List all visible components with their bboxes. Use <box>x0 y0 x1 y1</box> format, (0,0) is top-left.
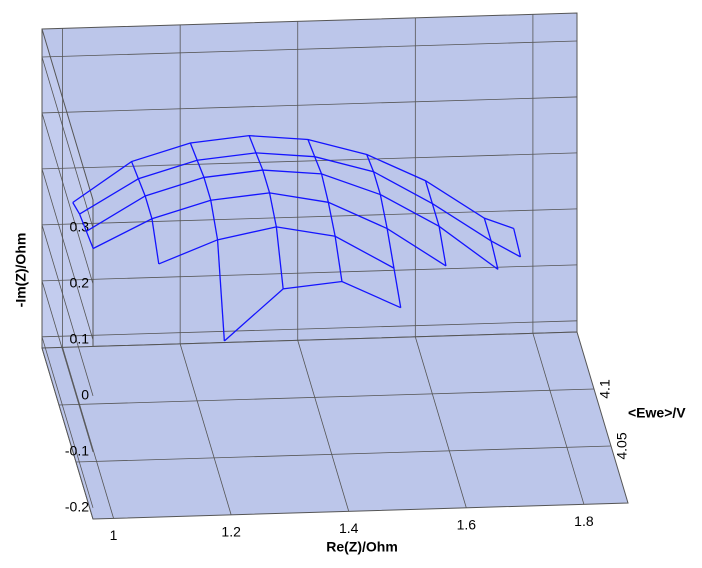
back-wall <box>41 12 578 349</box>
mesh-line <box>223 280 401 342</box>
x-tick-label: 1.8 <box>574 513 594 529</box>
y-tick-label: -0.2 <box>65 499 89 515</box>
mesh-cross-line <box>327 202 336 237</box>
grid-line <box>62 347 114 519</box>
mesh-cross-line <box>513 228 522 258</box>
y-tick-label: 0.1 <box>70 331 90 347</box>
grid-line <box>297 340 350 512</box>
z-axis-title: <Ewe>/V <box>628 405 686 421</box>
mesh-cross-line <box>275 226 284 289</box>
mesh-cross-line <box>320 173 329 203</box>
mesh-cross-line <box>379 194 388 229</box>
grid-line <box>41 336 94 508</box>
mesh-cross-line <box>438 226 447 267</box>
mesh-cross-line <box>196 159 205 178</box>
mesh-cross-line <box>203 177 212 201</box>
grid-line <box>41 152 578 170</box>
z-tick-label: 4.1 <box>597 379 613 399</box>
mesh-cross-line <box>85 231 94 249</box>
mesh-cross-line <box>255 152 264 171</box>
mesh-cross-line <box>262 169 271 194</box>
grid-line <box>58 388 595 406</box>
grid-line <box>179 343 232 515</box>
grid-line <box>41 224 94 396</box>
grid-line <box>532 333 585 505</box>
x-axis-title: Re(Z)/Ohm <box>326 539 398 555</box>
mesh-cross-line <box>431 203 440 227</box>
mesh-cross-line <box>144 195 153 219</box>
mesh-cross-line <box>307 139 316 157</box>
mesh-cross-line <box>366 154 375 172</box>
mesh-cross-line <box>130 161 139 180</box>
mesh-cross-line <box>490 240 499 270</box>
mesh-cross-line <box>72 202 81 215</box>
mesh-cross-line <box>210 200 219 240</box>
mesh-cross-line <box>151 218 160 265</box>
y-tick-label: -0.1 <box>65 443 89 459</box>
mesh-cross-line <box>137 178 146 197</box>
floor <box>41 331 629 520</box>
mesh-cross-line <box>314 156 323 175</box>
y-axis-title: -Im(Z)/Ohm <box>13 233 29 308</box>
y-tick-label: 0 <box>81 387 89 403</box>
mesh-cross-line <box>248 135 257 154</box>
mesh-cross-line <box>334 236 343 282</box>
x-tick-label: 1.6 <box>457 517 477 533</box>
grid-line <box>41 264 578 282</box>
mesh-cross-line <box>189 142 198 161</box>
y-tick-label: 0.2 <box>70 275 90 291</box>
mesh-cross-line <box>372 171 381 195</box>
grid-line <box>414 336 467 508</box>
z-tick-label: 4.05 <box>614 432 630 459</box>
mesh-cross-line <box>268 192 277 227</box>
grid-line <box>41 280 94 452</box>
grid-line <box>41 320 578 338</box>
x-tick-label: 1.2 <box>221 524 241 540</box>
mesh-cross-line <box>78 213 87 232</box>
grid-line <box>41 96 578 114</box>
panels <box>41 12 629 520</box>
x-tick-label: 1 <box>110 527 118 543</box>
mesh-cross-line <box>393 268 402 308</box>
mesh-line <box>86 169 499 270</box>
mesh-cross-line <box>386 228 395 269</box>
grid-line <box>41 56 94 229</box>
grid-line <box>41 40 578 58</box>
grid-line <box>41 168 94 341</box>
mesh-cross-line <box>216 239 226 342</box>
mesh-cross-line <box>483 217 492 242</box>
x-tick-label: 1.4 <box>339 520 359 536</box>
mesh-cross-line <box>424 180 433 204</box>
grid-line <box>41 208 578 226</box>
surface <box>72 135 522 342</box>
grid-line <box>75 445 612 463</box>
grid-line <box>41 112 94 285</box>
y-tick-label: 0.3 <box>70 219 90 235</box>
